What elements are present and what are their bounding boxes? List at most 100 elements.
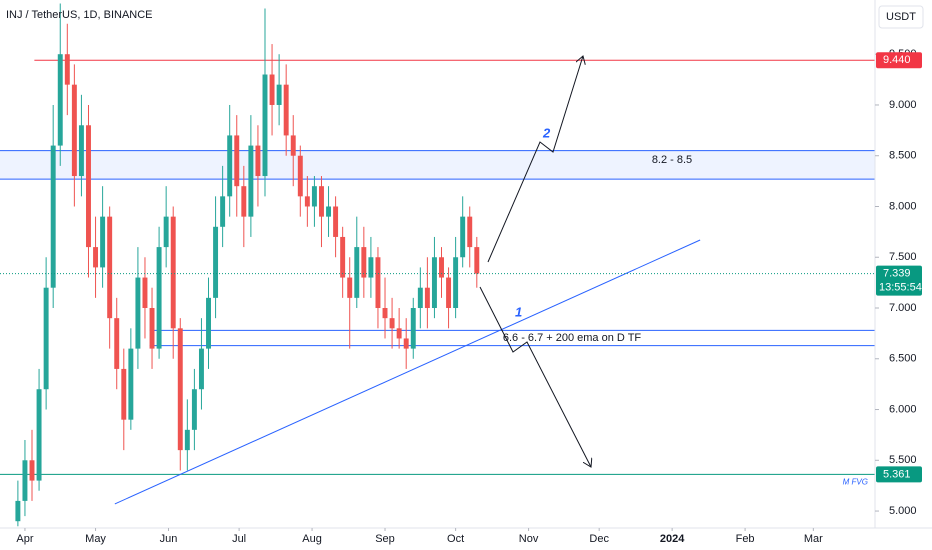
candle-body <box>57 54 63 146</box>
candle-body <box>410 308 416 349</box>
candle-body <box>128 348 134 420</box>
y-tick-label: 9.000 <box>889 99 917 111</box>
candle-body <box>86 125 91 248</box>
candle-body <box>206 297 211 349</box>
candle-body <box>191 389 197 430</box>
candle-body <box>71 84 77 177</box>
candle-body <box>283 84 289 136</box>
price-tag-label: 5.361 <box>883 468 911 480</box>
candle-body <box>396 328 402 339</box>
drawings: 1 2 <box>479 56 591 467</box>
candle-body <box>326 206 332 217</box>
candle-body <box>255 145 261 177</box>
last-price-label: 7.339 <box>883 267 911 279</box>
candle-body <box>198 348 204 390</box>
candle-body <box>78 125 84 177</box>
candle-body <box>347 277 353 298</box>
candle-body <box>170 216 176 329</box>
candle-body <box>135 277 141 349</box>
candle-body <box>142 277 148 309</box>
candle-body <box>15 500 21 522</box>
candle-body <box>227 135 233 197</box>
candle-body <box>403 338 409 349</box>
candle-body <box>290 135 296 156</box>
y-tick-label: 5.000 <box>889 505 917 517</box>
candle-body <box>368 257 374 278</box>
candle-body <box>453 257 459 309</box>
candle-body <box>304 196 310 207</box>
x-tick-label: Feb <box>736 533 755 545</box>
countdown: 13:55:54 <box>879 281 922 293</box>
candle-body <box>64 54 70 85</box>
annotation: 2 <box>542 125 551 140</box>
time-axis <box>0 528 932 550</box>
x-tick-label: Apr <box>16 533 33 545</box>
candle-body <box>354 247 360 298</box>
candle-body <box>163 216 169 248</box>
candle-body <box>431 257 437 309</box>
candle-body <box>241 186 247 217</box>
price-tag-label: 9.440 <box>883 54 911 66</box>
candle-body <box>311 186 317 207</box>
annotation: 1 <box>515 304 522 319</box>
y-tick-label: 8.000 <box>889 200 917 212</box>
candle-body <box>382 308 388 319</box>
axes: 5.000 5.500 6.000 6.500 7.000 7.500 8.000 8.500… <box>16 48 922 545</box>
candle-body <box>93 247 99 268</box>
candle-body <box>269 74 275 105</box>
x-tick-label: Aug <box>302 533 322 545</box>
candle-body <box>333 206 339 237</box>
candle-body <box>446 277 452 309</box>
candle-body <box>417 287 423 309</box>
projection-arrow-up <box>487 56 583 263</box>
price-tag <box>876 466 922 483</box>
y-tick-label: 7.500 <box>889 251 917 263</box>
projection-arrow-down <box>479 286 591 467</box>
last-price-tag <box>876 265 922 296</box>
zone-label: 6.6 - 6.7 + 200 ema on D TF <box>503 332 642 344</box>
x-tick-label: Jul <box>232 533 246 545</box>
y-tick-label: 6.000 <box>889 403 917 415</box>
candle-body <box>114 318 120 369</box>
chart-title: INJ / TetherUS, 1D, BINANCE <box>6 9 153 21</box>
candle-body <box>389 318 395 329</box>
candle-body <box>297 155 303 197</box>
y-tick-label: 8.500 <box>889 150 917 162</box>
candle-body <box>424 287 430 309</box>
candle-body <box>184 429 190 451</box>
candle-body <box>319 186 324 217</box>
x-tick-label: Jun <box>160 533 178 545</box>
candle-body <box>220 196 226 227</box>
candle-body <box>36 389 42 481</box>
zone-fill <box>0 150 875 180</box>
level-note: M FVG <box>843 478 868 487</box>
price-tag <box>876 52 922 69</box>
candle-body <box>177 328 183 451</box>
candle-body <box>474 247 480 274</box>
x-tick-label: Sep <box>375 533 395 545</box>
plot-area: 8.2 - 8.5 6.6 - 6.7 + 200 ema on D TF M FV… <box>0 3 875 527</box>
candle-body <box>29 460 35 481</box>
candle-body <box>121 368 127 420</box>
candle-body <box>234 135 240 187</box>
candle-body <box>276 84 282 105</box>
x-tick-label: 2024 <box>660 533 685 545</box>
currency[interactable]: USDT <box>886 11 916 23</box>
candle-body <box>340 236 346 278</box>
currency-button[interactable] <box>878 5 924 29</box>
candle-body <box>375 257 381 309</box>
candle-body <box>439 257 444 278</box>
y-tick-label: 5.500 <box>889 454 917 466</box>
candle-body <box>50 145 56 288</box>
candle-body <box>107 216 113 319</box>
x-tick-label: Dec <box>589 533 609 545</box>
x-tick-label: May <box>85 533 106 545</box>
candle-body <box>460 216 466 258</box>
trendline <box>114 239 701 505</box>
x-tick-label: Mar <box>804 533 823 545</box>
candle-body <box>156 247 162 349</box>
candle-body <box>213 226 219 298</box>
candle-body <box>248 145 254 217</box>
